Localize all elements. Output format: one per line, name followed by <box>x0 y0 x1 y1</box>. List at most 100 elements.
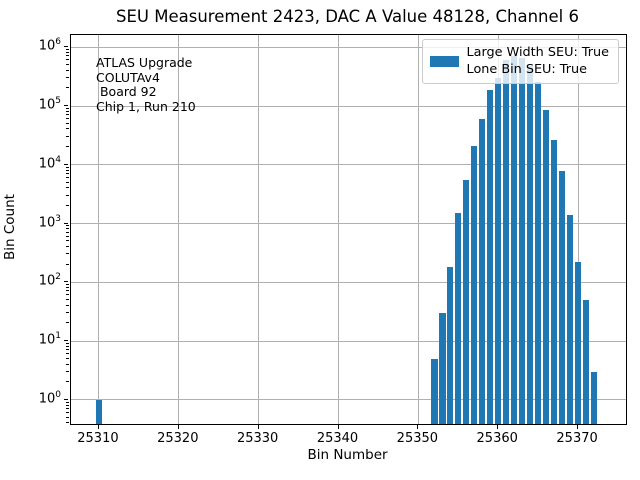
y-minor-tick-mark <box>66 110 69 112</box>
gridline-y <box>71 105 626 107</box>
y-minor-tick-mark <box>66 290 69 292</box>
y-minor-tick-mark <box>66 166 69 168</box>
annotation-text: ATLAS Upgrade COLUTAv4 Board 92 Chip 1, … <box>96 55 196 114</box>
gridline-y <box>71 223 626 225</box>
chart-title: SEU Measurement 2423, DAC A Value 48128,… <box>116 7 579 26</box>
y-minor-tick-mark <box>66 304 69 306</box>
y-axis-label: Bin Count <box>2 194 18 260</box>
y-tick-mark <box>64 46 68 48</box>
y-minor-tick-mark <box>66 122 69 124</box>
histogram-bar <box>550 139 558 424</box>
y-minor-tick-mark <box>66 69 69 71</box>
y-minor-tick-mark <box>66 52 69 54</box>
x-tick-label: 25340 <box>316 431 359 446</box>
y-tick-label: 104 <box>38 154 61 172</box>
y-minor-tick-mark <box>66 246 69 247</box>
plot-area: ATLAS Upgrade COLUTAv4 Board 92 Chip 1, … <box>70 34 627 425</box>
histogram-bar <box>558 170 566 424</box>
annotation-line: Board 92 <box>96 84 157 100</box>
y-minor-tick-mark <box>66 235 69 237</box>
y-minor-tick-mark <box>66 107 69 109</box>
y-tick-mark <box>64 340 68 342</box>
y-minor-tick-mark <box>66 194 69 196</box>
gridline-x <box>577 35 579 424</box>
y-minor-tick-mark <box>66 381 69 383</box>
x-tick-mark <box>177 425 179 429</box>
y-minor-tick-mark <box>66 401 69 403</box>
legend-label-lone-bin-seu: Lone Bin SEU: True <box>466 61 587 77</box>
y-minor-tick-mark <box>66 345 69 347</box>
y-tick-label: 106 <box>38 37 61 54</box>
y-minor-tick-mark <box>66 135 69 137</box>
x-tick-mark <box>337 425 339 429</box>
y-minor-tick-mark <box>66 342 69 344</box>
histogram-bar <box>487 89 494 424</box>
legend: Large Width SEU: True Lone Bin SEU: True <box>421 39 619 84</box>
histogram-bar <box>479 119 486 424</box>
y-minor-tick-mark <box>66 416 69 418</box>
y-minor-tick-mark <box>66 128 69 130</box>
y-tick-mark <box>64 398 68 400</box>
y-minor-tick-mark <box>66 363 69 365</box>
y-minor-tick-mark <box>66 77 69 79</box>
y-tick-mark <box>64 281 68 283</box>
y-minor-tick-mark <box>66 411 69 413</box>
y-minor-tick-mark <box>66 357 69 359</box>
y-minor-tick-mark <box>66 172 69 174</box>
histogram-bar <box>447 267 454 424</box>
y-minor-tick-mark <box>66 284 69 286</box>
histogram-bar <box>463 180 470 424</box>
y-minor-tick-mark <box>66 169 69 171</box>
histogram-bar <box>542 110 550 424</box>
gridline-y <box>71 46 626 48</box>
gridline-y <box>71 281 626 283</box>
y-minor-tick-mark <box>66 59 69 61</box>
y-minor-tick-mark <box>66 225 69 227</box>
histogram-bar <box>582 300 590 424</box>
y-minor-tick-mark <box>66 176 69 178</box>
annotation-line: ATLAS Upgrade <box>96 55 193 70</box>
x-tick-mark <box>577 425 579 429</box>
y-minor-tick-mark <box>66 64 69 66</box>
histogram-bar <box>95 399 103 424</box>
y-minor-tick-mark <box>66 422 69 424</box>
y-minor-tick-mark <box>66 204 69 206</box>
y-minor-tick-mark <box>66 299 69 301</box>
y-minor-tick-mark <box>66 240 69 242</box>
annotation-line: COLUTAv4 <box>96 69 160 85</box>
y-tick-label: 100 <box>38 389 61 407</box>
y-minor-tick-mark <box>66 231 69 233</box>
histogram-bar <box>518 58 526 424</box>
histogram-bar <box>511 56 518 424</box>
x-axis-label: Bin Number <box>307 447 388 463</box>
x-tick-label: 25360 <box>476 431 518 446</box>
y-minor-tick-mark <box>66 118 69 120</box>
legend-label-large-width-seu: Large Width SEU: True <box>466 45 609 60</box>
gridline-x <box>178 35 180 424</box>
y-minor-tick-mark <box>66 312 69 314</box>
histogram-bar <box>495 78 502 424</box>
gridline-y <box>71 164 626 166</box>
x-tick-label: 25370 <box>556 431 598 446</box>
x-tick-label: 25320 <box>157 431 199 446</box>
y-tick-mark <box>64 105 68 107</box>
gridline-x <box>258 35 260 424</box>
histogram-bar <box>471 145 478 424</box>
x-tick-label: 25310 <box>77 431 119 446</box>
histogram-bar <box>590 371 598 424</box>
gridline-x <box>417 35 419 424</box>
histogram-bar <box>534 81 542 424</box>
x-tick-label: 25330 <box>236 431 279 446</box>
y-minor-tick-mark <box>66 408 69 409</box>
y-minor-tick-mark <box>66 404 69 406</box>
histogram-bar <box>431 358 438 424</box>
legend-swatch-icon <box>429 56 459 67</box>
x-tick-label: 25350 <box>396 431 439 446</box>
x-tick-mark <box>497 425 499 429</box>
y-minor-tick-mark <box>66 49 69 51</box>
gridline-y <box>71 340 626 342</box>
y-minor-tick-mark <box>66 55 69 57</box>
y-tick-label: 102 <box>38 272 61 289</box>
y-tick-label: 101 <box>38 331 61 348</box>
y-tick-mark <box>64 222 68 224</box>
